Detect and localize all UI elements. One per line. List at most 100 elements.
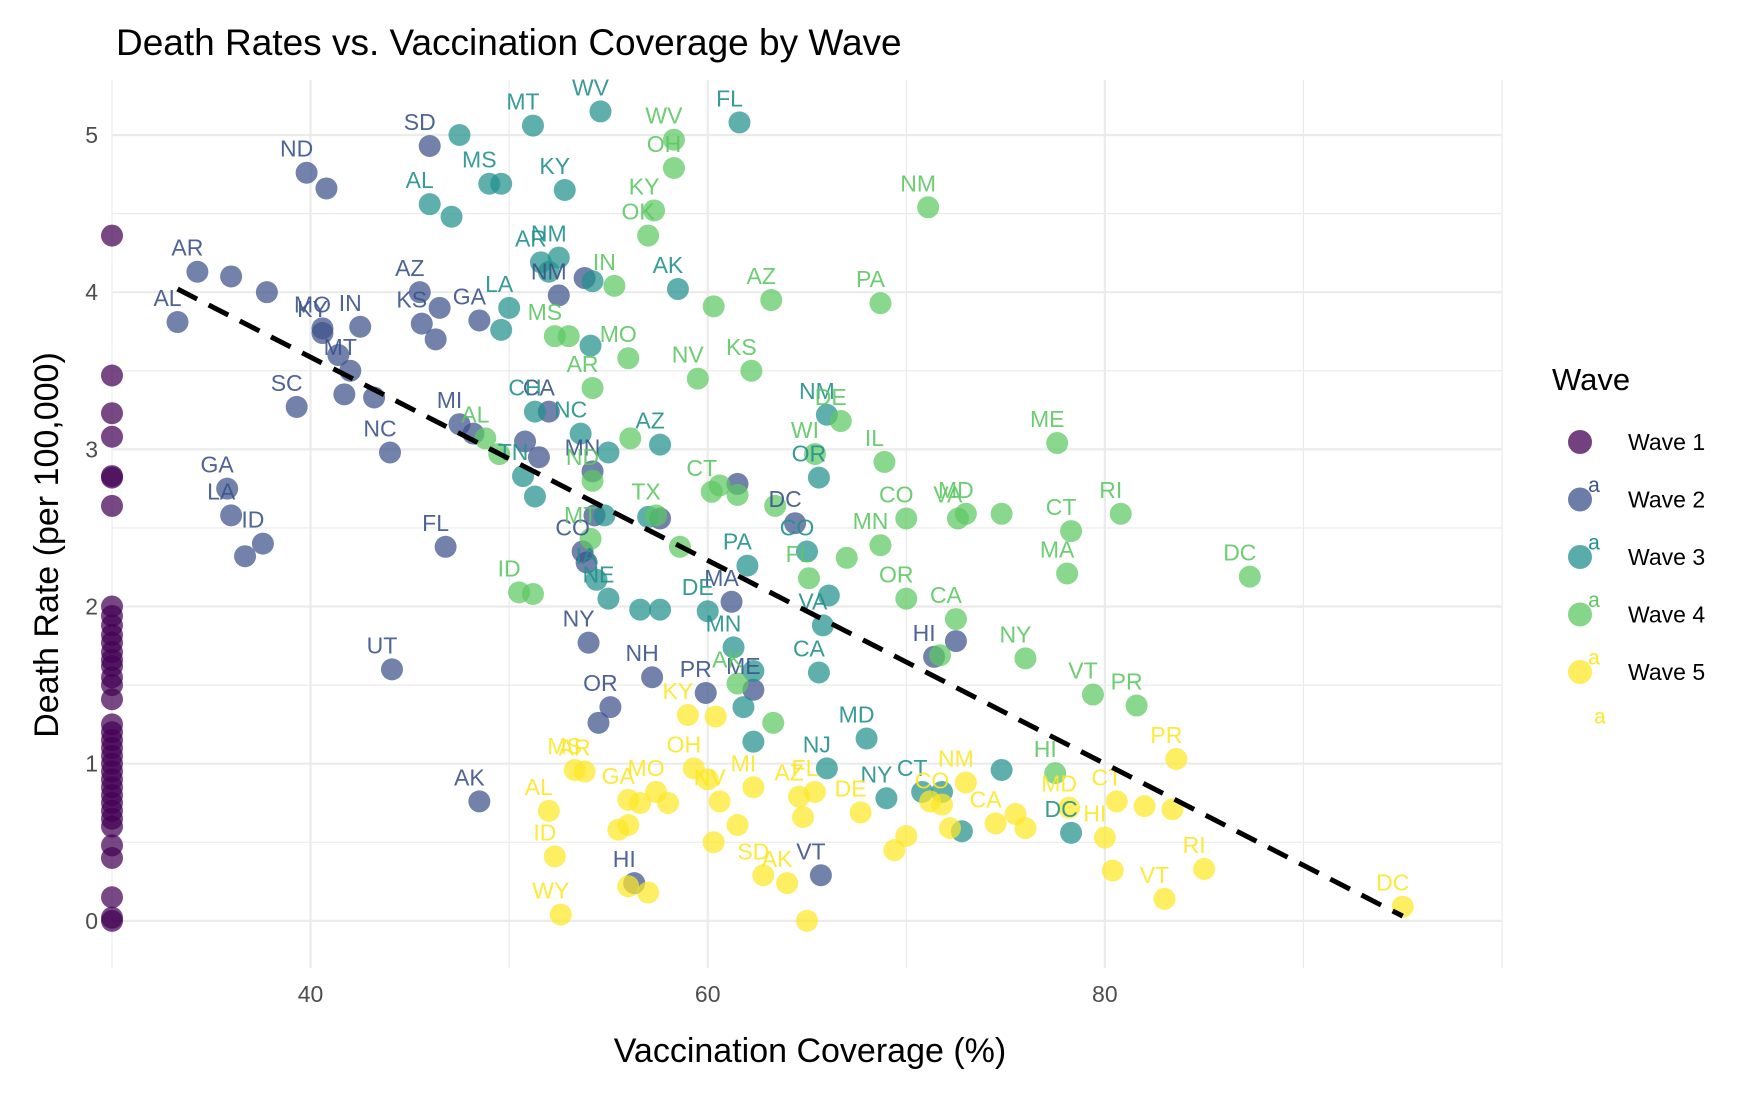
point-label: MS <box>462 147 497 173</box>
data-point <box>944 630 967 653</box>
point-label: CO <box>780 515 815 541</box>
data-point <box>931 793 954 816</box>
point-label: NC <box>363 415 396 441</box>
data-point <box>581 377 604 400</box>
data-point <box>440 205 463 228</box>
y-tick-label: 5 <box>85 122 98 148</box>
point-label: MD <box>1041 771 1077 797</box>
point-label: NM <box>799 378 835 404</box>
data-point <box>742 730 765 753</box>
data-point <box>521 582 544 605</box>
point-label: NY <box>563 606 595 632</box>
point-label: AL <box>153 285 181 311</box>
point-label: AR <box>515 225 547 251</box>
data-point <box>599 696 622 719</box>
data-point <box>255 281 278 304</box>
point-label: IN <box>339 290 362 316</box>
data-point <box>762 711 785 734</box>
data-point <box>490 318 513 341</box>
point-label: FL <box>786 541 813 567</box>
x-tick-label: 80 <box>1092 981 1118 1007</box>
legend-key <box>1568 545 1592 569</box>
data-point <box>490 172 513 195</box>
data-point <box>855 727 878 750</box>
legend-title: Wave <box>1552 362 1630 397</box>
data-point <box>984 812 1007 835</box>
point-label: VT <box>1068 658 1097 684</box>
point-label: GA <box>453 283 487 309</box>
data-point <box>579 527 602 550</box>
point-label: WI <box>791 417 819 443</box>
data-point <box>527 446 550 469</box>
point-label: WV <box>572 74 610 100</box>
point-label: OH <box>647 131 682 157</box>
data-point <box>990 502 1013 525</box>
data-point <box>101 494 123 517</box>
data-point <box>869 534 892 557</box>
data-point <box>1193 857 1216 880</box>
legend-key-text-glyph: a <box>1594 706 1606 729</box>
legend-key-text-glyph: a <box>1588 647 1600 670</box>
data-point <box>1238 565 1261 588</box>
point-label: NY <box>860 761 892 787</box>
data-point <box>702 831 725 854</box>
data-point <box>1060 520 1083 543</box>
data-point <box>929 644 952 667</box>
point-label: OR <box>879 562 914 588</box>
data-point <box>1014 817 1037 840</box>
data-point <box>448 124 471 147</box>
data-point <box>732 696 755 719</box>
point-label: IA <box>576 543 598 569</box>
data-point <box>1058 796 1081 819</box>
data-point <box>1014 647 1037 670</box>
data-point <box>829 410 852 433</box>
legend-key <box>1568 487 1592 512</box>
data-point <box>295 161 318 184</box>
data-point <box>1133 795 1156 818</box>
point-label: TX <box>631 478 660 504</box>
point-label: DC <box>1044 796 1077 822</box>
point-label: IN <box>593 249 616 275</box>
trend-line <box>176 286 1404 919</box>
point-label: MN <box>565 434 601 460</box>
point-label: PA <box>723 529 753 555</box>
data-point <box>796 909 818 932</box>
point-label: NM <box>531 258 567 284</box>
data-point <box>726 813 749 836</box>
point-label: OR <box>583 670 618 696</box>
data-point <box>662 157 685 180</box>
data-point <box>696 600 719 623</box>
point-label: RI <box>1099 477 1122 503</box>
data-point <box>649 598 672 621</box>
data-points <box>101 100 1414 932</box>
data-point <box>1125 694 1148 717</box>
data-point <box>514 430 537 453</box>
data-point <box>553 179 576 202</box>
data-point <box>990 758 1013 781</box>
data-point <box>101 688 123 711</box>
point-label: ND <box>566 444 599 470</box>
point-label: MN <box>853 508 889 534</box>
point-label: NV <box>694 764 727 790</box>
point-label: PA <box>856 266 886 292</box>
data-point <box>875 787 898 810</box>
data-point <box>742 776 765 799</box>
data-point <box>835 546 858 569</box>
data-point <box>101 815 123 838</box>
data-point <box>581 270 604 293</box>
x-tick-label: 60 <box>695 981 721 1007</box>
point-label: AK <box>712 647 743 673</box>
data-point <box>649 433 672 456</box>
data-point <box>101 466 123 489</box>
legend-key <box>1568 660 1592 684</box>
data-point <box>1153 887 1176 910</box>
point-label: CT <box>897 755 928 781</box>
point-label: PR <box>1111 669 1143 695</box>
point-label: DC <box>768 486 801 512</box>
data-point <box>424 328 447 351</box>
data-point <box>702 295 725 318</box>
point-label: AR <box>559 735 591 761</box>
data-point <box>1060 821 1083 844</box>
point-label: MI <box>731 750 757 776</box>
